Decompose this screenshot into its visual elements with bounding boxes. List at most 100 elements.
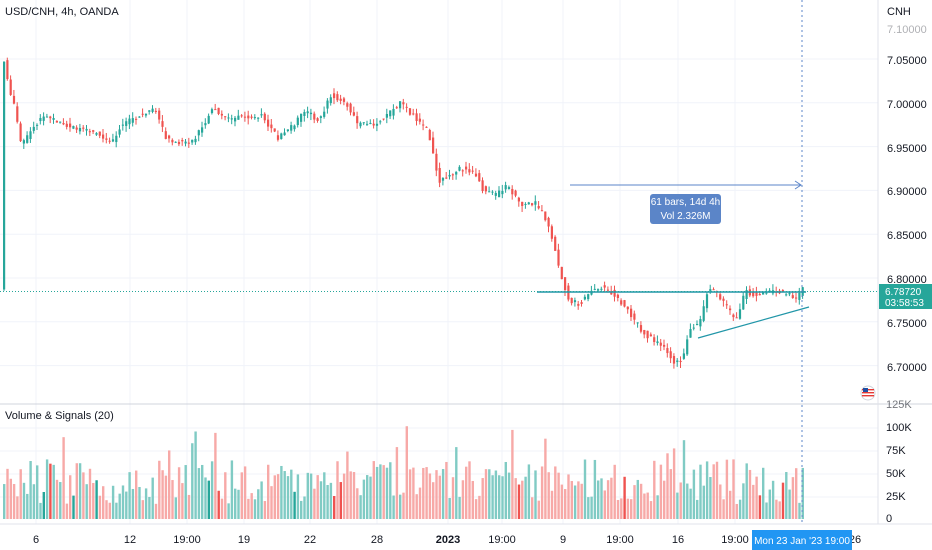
volume-bar xyxy=(323,472,326,519)
candle-body xyxy=(293,125,296,130)
candle-body xyxy=(415,113,418,121)
volume-bar xyxy=(161,470,164,519)
measure-tool[interactable]: 61 bars, 14d 4h Vol 2.326M xyxy=(570,180,802,224)
volume-bar xyxy=(250,493,253,519)
volume-bar xyxy=(573,485,577,519)
time-label: 19:00 xyxy=(488,534,516,546)
volume-tick: 100K xyxy=(886,422,912,434)
price-axis[interactable]: 7.10000 7.05000 7.00000 6.95000 6.90000 … xyxy=(887,24,927,374)
candle-body xyxy=(257,117,260,119)
candle-body xyxy=(42,116,45,121)
candle-body xyxy=(672,356,676,364)
candle-body xyxy=(237,115,240,120)
candle-body xyxy=(224,116,227,118)
crosshair-time-text: Mon 23 Jan '23 19:00 xyxy=(754,536,850,547)
candle-body xyxy=(455,172,458,175)
volume-bar xyxy=(781,482,785,519)
volume-bar xyxy=(85,484,88,519)
current-price-value: 6.78720 xyxy=(885,287,922,298)
volume-bar xyxy=(65,503,69,519)
volume-bar xyxy=(95,480,98,519)
time-label-year: 2023 xyxy=(436,534,460,546)
candle-body xyxy=(593,288,596,290)
candle-body xyxy=(765,292,768,294)
volume-bar xyxy=(758,495,762,519)
volume-bar xyxy=(263,501,267,519)
candle-body xyxy=(151,108,154,112)
candle-body xyxy=(39,118,42,122)
candle-body xyxy=(6,60,9,80)
volume-bar xyxy=(293,491,296,519)
volume-bar xyxy=(333,496,336,519)
volume-bar xyxy=(567,474,570,519)
volume-bar xyxy=(428,473,432,519)
candle-body xyxy=(669,351,672,359)
candle-body xyxy=(712,289,715,291)
time-axis[interactable]: 6 12 19:00 19 22 28 2023 19:00 9 19:00 1… xyxy=(33,534,861,546)
candle-body xyxy=(29,131,32,139)
candle-body xyxy=(12,95,16,104)
candle-body xyxy=(389,110,392,117)
us-flag-icon[interactable] xyxy=(860,385,876,401)
candle-body xyxy=(276,135,280,140)
volume-bar xyxy=(577,481,580,519)
volume-bar xyxy=(316,475,319,519)
candle-body xyxy=(280,133,283,139)
volume-bar xyxy=(329,482,333,519)
volume-bar xyxy=(481,478,484,519)
candle-body xyxy=(557,249,560,266)
volume-bar xyxy=(352,472,356,519)
volume-bar xyxy=(771,480,775,519)
volume-bar xyxy=(72,495,75,519)
trend-line-drawing[interactable] xyxy=(697,306,810,339)
volume-bar xyxy=(610,477,613,519)
volume-bar xyxy=(613,464,616,519)
volume-bar xyxy=(59,482,62,519)
volume-bar xyxy=(550,490,554,519)
volume-bar xyxy=(300,500,303,519)
candle-body xyxy=(131,118,134,123)
candle-body xyxy=(329,97,332,104)
volume-bar xyxy=(534,470,537,519)
candle-body xyxy=(501,190,504,195)
volume-bar xyxy=(679,482,682,519)
volume-bar xyxy=(544,438,547,519)
volume-bar xyxy=(204,477,207,519)
candle-body xyxy=(441,177,445,181)
candle-body xyxy=(296,117,299,126)
volume-axis[interactable]: 125K 100K 75K 50K 25K 0 xyxy=(886,399,912,525)
candle-body xyxy=(725,304,728,306)
candle-body xyxy=(191,139,194,143)
time-label: 22 xyxy=(304,534,316,546)
volume-bar xyxy=(465,466,468,519)
volume-bar xyxy=(494,470,498,519)
candle-body xyxy=(600,288,603,290)
candle-body xyxy=(587,294,590,300)
candle-body xyxy=(260,114,263,116)
price-axis-currency[interactable]: CNH xyxy=(887,6,911,18)
volume-bar xyxy=(765,502,768,519)
volume-bar xyxy=(247,498,250,519)
candle-body xyxy=(606,289,610,291)
volume-bar xyxy=(732,459,735,519)
volume-bar xyxy=(507,472,511,519)
volume-bar xyxy=(257,489,260,519)
candle-body xyxy=(550,226,553,239)
candle-body xyxy=(16,106,19,122)
candle-body xyxy=(26,135,29,143)
candle-body xyxy=(722,298,725,301)
volume-bar xyxy=(342,473,346,519)
volume-bar xyxy=(547,472,550,519)
candle-body xyxy=(227,117,230,119)
volume-bar xyxy=(313,488,316,519)
candle-body xyxy=(709,289,712,292)
candle-body xyxy=(184,141,187,144)
volume-pane-title[interactable]: Volume & Signals (20) xyxy=(5,410,114,422)
candle-body xyxy=(316,118,319,121)
candle-body xyxy=(676,360,679,363)
volume-bar xyxy=(531,497,534,519)
volume-bar xyxy=(603,490,606,519)
symbol-title[interactable]: USD/CNH, 4h, OANDA xyxy=(5,6,119,18)
volume-tick: 125K xyxy=(886,399,912,411)
